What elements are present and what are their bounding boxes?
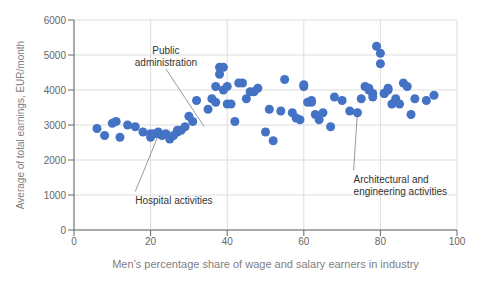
svg-text:Average of total earnings, EUR: Average of total earnings, EUR/month [15, 41, 26, 209]
svg-text:4000: 4000 [44, 85, 67, 96]
svg-text:80: 80 [375, 236, 387, 247]
svg-text:60: 60 [298, 236, 310, 247]
svg-text:Hospital activities: Hospital activities [135, 195, 212, 206]
svg-text:2000: 2000 [44, 155, 67, 166]
svg-text:Architectural andengineering a: Architectural andengineering activities [354, 174, 447, 197]
svg-text:0: 0 [71, 236, 77, 247]
svg-text:0: 0 [60, 225, 66, 236]
svg-text:40: 40 [222, 236, 234, 247]
svg-text:3000: 3000 [44, 120, 67, 131]
svg-text:Publicadministration: Publicadministration [135, 45, 197, 68]
svg-text:20: 20 [145, 236, 157, 247]
svg-text:5000: 5000 [44, 50, 67, 61]
svg-text:1000: 1000 [44, 190, 67, 201]
svg-text:6000: 6000 [44, 15, 67, 26]
svg-text:100: 100 [449, 236, 466, 247]
svg-text:Men’s percentage share of wage: Men’s percentage share of wage and salar… [112, 258, 419, 270]
